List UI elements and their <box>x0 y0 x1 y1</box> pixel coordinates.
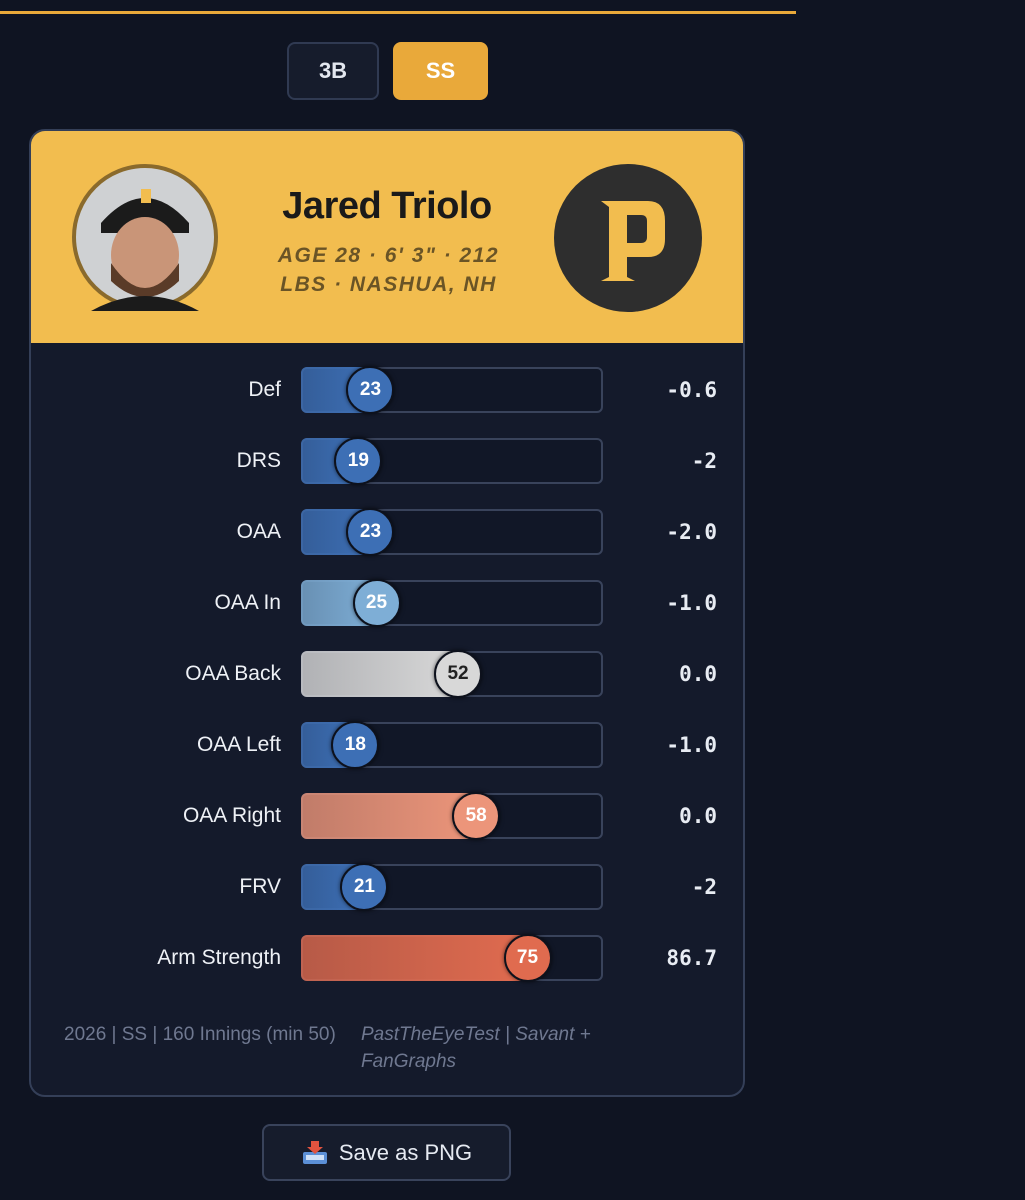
tab-ss[interactable]: SS <box>393 42 488 100</box>
stat-value: -1.0 <box>666 733 717 757</box>
stat-label: OAA Left <box>196 733 281 756</box>
percentile-badge: 23 <box>346 366 395 414</box>
stat-row: OAA In 25 -1.0 <box>31 579 743 627</box>
stat-label: Def <box>248 378 281 401</box>
percentile-bar <box>301 651 459 697</box>
percentile-bar <box>301 935 528 981</box>
stat-value: -2 <box>691 875 717 899</box>
team-logo <box>554 164 702 312</box>
percentile-bar <box>301 793 477 839</box>
stat-row: OAA Left 18 -1.0 <box>31 721 743 769</box>
stat-value: -2.0 <box>666 520 717 544</box>
stat-value: 0.0 <box>679 662 717 686</box>
save-button[interactable]: Save as PNG <box>262 1124 511 1181</box>
stat-label: OAA In <box>214 591 281 614</box>
stat-label: FRV <box>239 875 281 898</box>
stat-row: FRV 21 -2 <box>31 863 743 911</box>
top-rule <box>0 11 796 14</box>
stat-value: 0.0 <box>679 804 717 828</box>
save-icon <box>302 1140 327 1164</box>
percentile-badge: 23 <box>346 508 395 556</box>
stat-value: -0.6 <box>666 378 717 402</box>
card-header: Jared Triolo AGE 28 · 6' 3" · 212 LBS · … <box>31 131 743 343</box>
percentile-badge: 21 <box>340 863 389 911</box>
stat-value: -1.0 <box>666 591 717 615</box>
stat-label: Arm Strength <box>157 946 281 969</box>
save-label: Save as PNG <box>338 1139 473 1165</box>
footer-info: 2026 | SS | 160 Innings (min 50) <box>64 1024 336 1045</box>
stat-label: DRS <box>236 449 281 472</box>
stat-value: -2 <box>691 449 717 473</box>
stat-label: OAA Back <box>185 662 281 685</box>
stat-row: DRS 19 -2 <box>31 437 743 485</box>
stat-row: OAA Back 52 0.0 <box>31 650 743 698</box>
percentile-badge: 25 <box>352 579 401 627</box>
percentile-badge: 18 <box>331 721 380 769</box>
stat-row: Arm Strength 75 86.7 <box>31 934 743 982</box>
footer-source: PastTheEyeTest | Savant + FanGraphs <box>361 1024 591 1072</box>
stat-label: OAA Right <box>182 804 281 827</box>
tab-3b[interactable]: 3B <box>287 42 379 100</box>
stat-row: Def 23 -0.6 <box>31 366 743 414</box>
stat-label: OAA <box>236 520 281 543</box>
player-photo <box>72 164 218 311</box>
percentile-badge: 19 <box>334 437 383 485</box>
percentile-badge: 58 <box>452 792 501 840</box>
stat-value: 86.7 <box>666 946 717 970</box>
stat-row: OAA 23 -2.0 <box>31 508 743 556</box>
player-meta: AGE 28 · 6' 3" · 212 LBS · NASHUA, NH <box>277 244 500 296</box>
stat-row: OAA Right 58 0.0 <box>31 792 743 840</box>
player-card: Jared Triolo AGE 28 · 6' 3" · 212 LBS · … <box>29 129 745 1097</box>
percentile-badge: 52 <box>434 650 483 698</box>
player-name: Jared Triolo <box>282 185 492 227</box>
percentile-badge: 75 <box>503 934 552 982</box>
